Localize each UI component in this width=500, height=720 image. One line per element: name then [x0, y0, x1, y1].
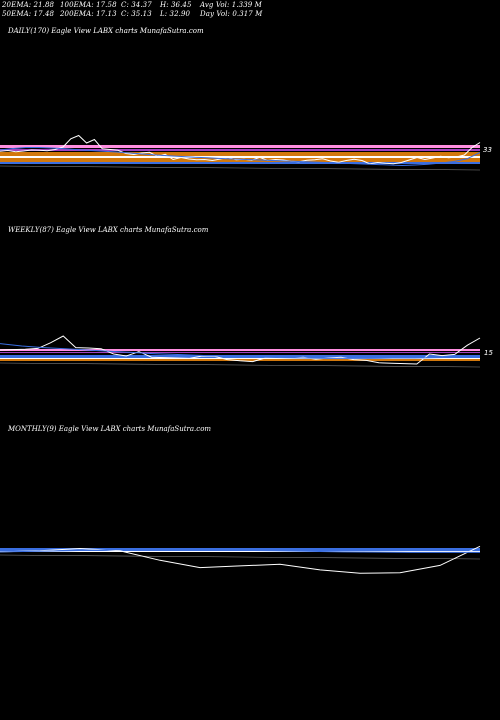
header-close-2: C: 35.13: [121, 10, 152, 18]
panel1-series-0: [0, 335, 481, 365]
header-day-vol: Day Vol: 0.317 M: [200, 10, 263, 18]
panel2-blue-band: [0, 548, 480, 551]
panel1-price-label: 15: [484, 349, 493, 357]
panel0-series-1: [0, 147, 481, 167]
panel1-orange-line: [0, 359, 480, 361]
panel0-orange-band-1: [0, 152, 480, 156]
header-20ema: 20EMA: 21.88: [2, 1, 55, 9]
header-high: H: 36.45: [160, 1, 192, 9]
panel2-ema-guide: [0, 554, 481, 560]
panel0-purple-line: [0, 149, 480, 151]
panel1-purple-line: [0, 352, 480, 353]
weekly-chart-title: WEEKLY(87) Eagle View LABX charts Munafa…: [8, 226, 209, 234]
panel1-series-1: [0, 343, 481, 359]
monthly-chart-title: MONTHLY(9) Eagle View LABX charts Munafa…: [8, 425, 212, 433]
header-100ema: 100EMA: 17.58: [60, 1, 117, 9]
panel2-series-0: [0, 545, 481, 574]
panel1-ema-guide: [0, 362, 481, 368]
panel0-pink-band: [0, 145, 480, 148]
header-low: L: 32.90: [160, 10, 191, 18]
panel0-white-line: [0, 156, 480, 158]
header-close: C: 34.37: [121, 1, 152, 9]
panel1-white-line: [0, 358, 480, 359]
daily-chart-title: DAILY(170) Eagle View LABX charts Munafa…: [8, 27, 204, 35]
header-200ema: 200EMA: 17.13: [60, 10, 117, 18]
header-50ema: 50EMA: 17.48: [2, 10, 55, 18]
panel0-ema-guide: [0, 165, 481, 171]
panel0-blue-line: [0, 162, 480, 164]
panel2-white-line: [0, 551, 480, 552]
header-avg-vol: Avg Vol: 1.339 M: [200, 1, 262, 9]
panel2-series-1: [0, 548, 480, 553]
panel1-pink-line: [0, 349, 480, 351]
panel0-price-label: 33: [483, 146, 492, 154]
